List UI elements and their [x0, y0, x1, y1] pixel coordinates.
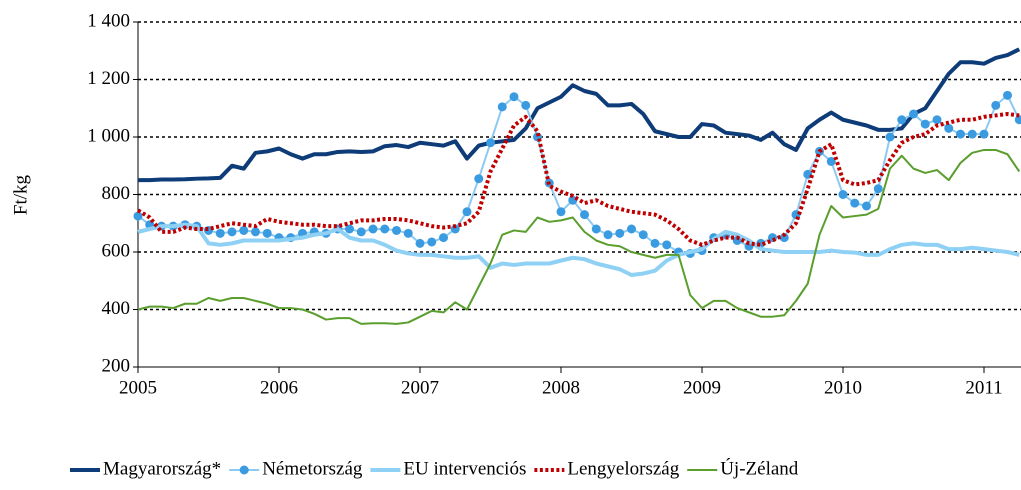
x-tick-label: 2008 — [542, 377, 580, 398]
point — [615, 228, 625, 238]
legend-label: Lengyelország — [567, 458, 679, 479]
point — [1003, 90, 1012, 100]
legend-marker — [239, 465, 249, 475]
point — [403, 228, 413, 238]
y-tick-label: 400 — [102, 298, 131, 319]
point — [486, 138, 495, 148]
point — [662, 240, 672, 250]
point — [627, 224, 636, 234]
y-tick-label: 600 — [102, 240, 131, 261]
point — [944, 123, 954, 133]
series-line — [137, 94, 1021, 255]
point — [1014, 115, 1021, 125]
series-line — [138, 47, 1021, 183]
point — [251, 227, 260, 237]
point — [920, 119, 930, 129]
point — [897, 115, 907, 125]
point — [826, 156, 836, 166]
series-line — [137, 148, 1021, 325]
series-line — [137, 222, 1020, 277]
point — [133, 211, 143, 221]
point — [262, 228, 272, 238]
point — [956, 129, 965, 139]
point — [909, 109, 918, 119]
point — [415, 238, 425, 248]
x-tick-label: 2009 — [683, 377, 721, 398]
series-line — [136, 112, 1020, 247]
point — [580, 210, 589, 220]
y-tick-label: 1 000 — [87, 125, 130, 146]
point — [368, 224, 378, 234]
point — [838, 190, 848, 199]
point — [650, 238, 660, 248]
point — [732, 236, 742, 245]
point — [591, 224, 601, 234]
point — [474, 174, 484, 184]
point — [932, 115, 942, 125]
y-tick-label: 200 — [102, 355, 131, 376]
point — [967, 129, 977, 139]
point — [345, 224, 354, 234]
x-tick-label: 2010 — [824, 377, 862, 398]
x-tick-label: 2011 — [965, 377, 1002, 398]
point — [239, 225, 249, 235]
point — [603, 230, 613, 240]
point — [497, 102, 507, 112]
point — [450, 224, 460, 234]
point — [991, 100, 1001, 110]
y-tick-label: 800 — [102, 183, 131, 204]
legend-label: Új-Zéland — [720, 457, 799, 479]
point — [885, 132, 895, 142]
point — [638, 230, 648, 240]
point — [556, 207, 566, 217]
point — [509, 92, 519, 102]
legend-label: Magyarország* — [103, 458, 221, 479]
point — [380, 224, 390, 234]
point — [521, 100, 531, 110]
y-tick-label: 1 400 — [87, 10, 130, 31]
point — [427, 237, 437, 247]
point — [862, 201, 871, 211]
legend-label: EU intervenciós — [403, 458, 526, 479]
point — [568, 195, 578, 205]
point — [215, 228, 225, 238]
point — [356, 227, 366, 237]
legend-label: Németország — [262, 458, 363, 479]
point — [392, 225, 401, 235]
point — [979, 129, 989, 139]
point — [439, 233, 448, 243]
point — [850, 198, 860, 208]
point — [779, 233, 789, 243]
point — [227, 227, 237, 237]
y-axis-label: Ft/kg — [10, 174, 31, 215]
point — [462, 207, 472, 217]
x-tick-label: 2007 — [401, 377, 439, 398]
y-tick-label: 1 200 — [87, 68, 130, 89]
x-tick-label: 2005 — [119, 377, 157, 398]
x-tick-label: 2006 — [260, 377, 298, 398]
point — [873, 184, 883, 194]
